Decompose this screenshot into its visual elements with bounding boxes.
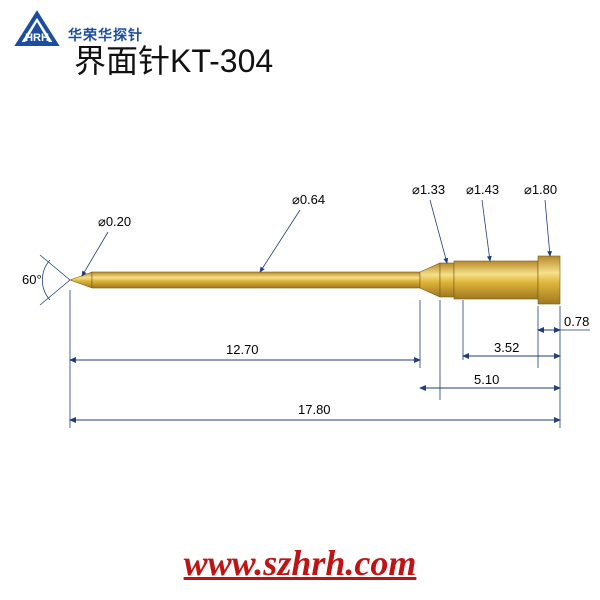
svg-text:⌀1.43: ⌀1.43 (466, 182, 499, 197)
svg-text:⌀0.64: ⌀0.64 (292, 192, 325, 207)
svg-text:0.78: 0.78 (564, 314, 589, 329)
svg-text:⌀0.20: ⌀0.20 (98, 214, 131, 229)
svg-text:⌀1.80: ⌀1.80 (524, 182, 557, 197)
dim-tip-angle: 60° (22, 255, 70, 305)
dim-head-dia: ⌀1.80 (524, 182, 557, 256)
svg-text:17.80: 17.80 (298, 402, 331, 417)
dim-body-len: 12.70 (70, 342, 420, 360)
dim-step1-dia: ⌀1.33 (412, 182, 447, 263)
dim-body-dia: ⌀0.64 (260, 192, 325, 272)
technical-drawing: 60° ⌀0.20 ⌀0.64 ⌀1.33 ⌀1.43 ⌀1.80 (0, 0, 600, 600)
website-link[interactable]: www.szhrh.com (184, 543, 417, 583)
svg-text:5.10: 5.10 (474, 372, 499, 387)
website-url[interactable]: www.szhrh.com (0, 542, 600, 584)
dim-head-len: 0.78 (538, 314, 590, 330)
dim-step2-dia: ⌀1.43 (466, 182, 499, 261)
svg-text:⌀1.33: ⌀1.33 (412, 182, 445, 197)
product-drawing: HRH 华荣华探针 界面针KT-304 (0, 0, 600, 600)
dim-seg2: 5.10 (420, 372, 560, 388)
dim-total-len: 17.80 (70, 402, 560, 420)
pin-geometry (70, 256, 560, 304)
svg-text:12.70: 12.70 (226, 342, 259, 357)
svg-text:3.52: 3.52 (494, 340, 519, 355)
dim-tip-angle-label: 60° (22, 272, 42, 287)
dim-tip-dia: ⌀0.20 (82, 214, 131, 276)
